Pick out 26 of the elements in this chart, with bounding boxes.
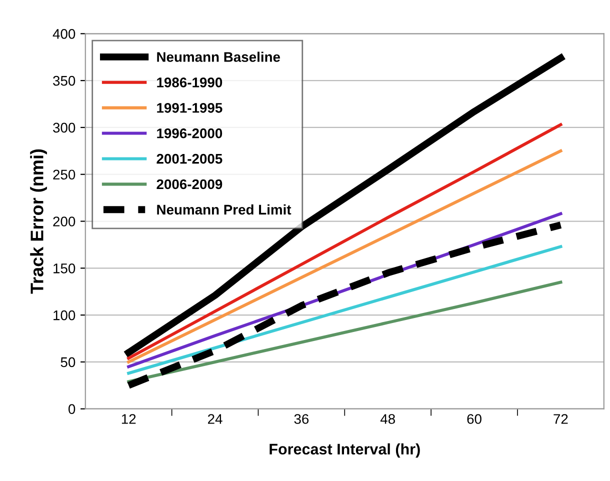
y-tick-label: 0 [68,404,76,414]
legend-label: 2006-2009 [156,179,222,190]
y-tick-label: 300 [53,122,76,133]
x-axis-title: Forecast Interval (hr) [270,443,420,458]
y-tick-label: 150 [54,263,76,274]
line-series [127,245,562,375]
y-tick-label: 250 [53,170,76,180]
y-tick-label: 50 [60,357,76,368]
line-series [127,280,562,384]
legend-label: 1996-2000 [157,128,222,138]
y-tick-label: 200 [53,216,76,226]
x-tick-label: 36 [294,414,309,424]
y-tick-label: 100 [54,310,76,320]
legend-label: 1986-1990 [157,78,222,88]
y-tick-label: 400 [52,29,76,39]
x-tick-label: 12 [122,414,136,424]
legend-label: Neumann Pred Limit [157,204,292,215]
x-tick-label: 48 [380,414,395,424]
x-tick-label: 60 [467,414,482,424]
x-tick-label: 72 [554,414,568,424]
legend-label: Neumann Baseline [157,52,280,62]
y-axis-title: Track Error (nmi) [30,149,47,294]
legend-label: 2001-2005 [156,154,222,164]
y-tick-label: 350 [53,76,76,86]
x-tick-label: 24 [208,414,222,424]
legend-label: 1991-1995 [157,102,222,113]
